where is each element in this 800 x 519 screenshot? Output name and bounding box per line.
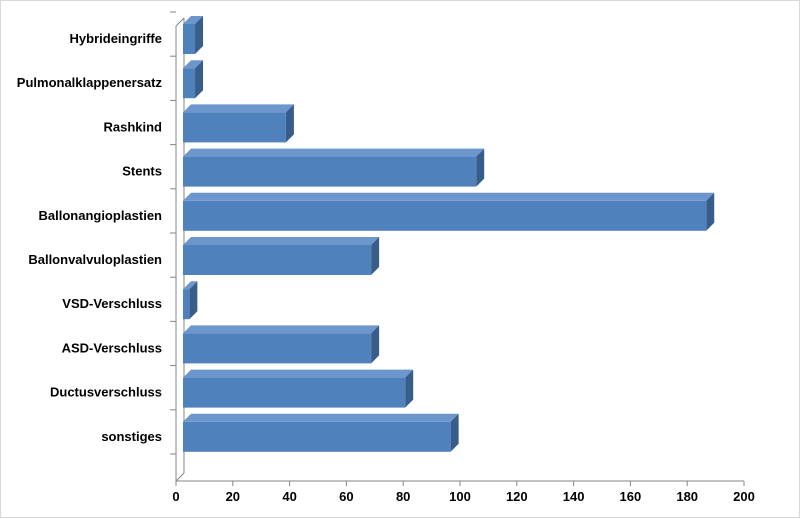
x-tick-label: 160 — [620, 489, 642, 504]
x-tick-label: 80 — [396, 489, 410, 504]
bars — [183, 16, 715, 452]
bar-front-face — [183, 200, 707, 231]
bar-top-face — [183, 192, 715, 201]
category-label: Ballonvalvuloplastien — [28, 252, 162, 267]
bar — [183, 192, 715, 231]
category-label: Rashkind — [103, 119, 162, 134]
bar-top-face — [183, 237, 380, 245]
bar-side-face — [476, 148, 485, 187]
bar-front-face — [183, 289, 190, 320]
x-tick-label: 40 — [282, 489, 296, 504]
x-tick-label: 20 — [226, 489, 240, 504]
category-label: Hybrideingriffe — [70, 31, 162, 46]
bar — [183, 325, 380, 364]
bar-front-face — [183, 377, 406, 408]
bar-side-face — [195, 60, 204, 99]
category-label: ASD-Verschluss — [62, 340, 162, 355]
category-label: Stents — [122, 164, 162, 179]
bar — [183, 237, 380, 275]
bar-front-face — [183, 156, 477, 187]
bar-front-face — [183, 333, 372, 364]
bar-front-face — [183, 112, 286, 143]
x-tick-label: 180 — [676, 489, 698, 504]
bar-top-face — [183, 148, 485, 157]
bar — [183, 369, 414, 408]
bar-side-face — [189, 281, 198, 320]
bar-side-face — [285, 104, 294, 143]
bar-side-face — [405, 369, 414, 408]
bar-top-face — [183, 369, 414, 378]
category-label: sonstiges — [101, 429, 162, 444]
bar-top-face — [183, 60, 204, 69]
bar-side-face — [706, 192, 715, 231]
bar — [183, 281, 198, 320]
bar-front-face — [183, 245, 372, 275]
x-tick-labels: 0 20 40 60 80 100 120 140 160 180 200 — [172, 489, 754, 504]
x-tick-label: 120 — [506, 489, 528, 504]
bar — [183, 16, 204, 54]
bar-top-face — [183, 281, 198, 290]
x-tick-label: 100 — [449, 489, 471, 504]
bar-side-face — [371, 237, 380, 275]
bar-top-face — [183, 325, 380, 334]
category-label: Pulmonalklappenersatz — [17, 75, 163, 90]
bar — [183, 148, 485, 187]
bar — [183, 60, 204, 99]
x-tick-label: 0 — [172, 489, 179, 504]
bar-side-face — [450, 413, 459, 452]
bar — [183, 413, 459, 452]
x-tick-label: 200 — [733, 489, 755, 504]
floor-corner-line — [175, 472, 185, 482]
category-labels: Hybrideingriffe Pulmonalklappenersatz Rash… — [17, 31, 163, 444]
bar-side-face — [195, 16, 204, 54]
x-tick-label: 60 — [339, 489, 353, 504]
bar-top-face — [183, 413, 459, 422]
bar-top-face — [183, 16, 204, 24]
bar-top-face — [183, 104, 294, 113]
bar — [183, 104, 294, 143]
category-label: Ductusverschluss — [50, 385, 162, 400]
wall-top-edge — [175, 17, 185, 27]
category-label: VSD-Verschluss — [62, 296, 162, 311]
category-label: Ballonangioplastien — [38, 208, 162, 223]
bar-side-face — [371, 325, 380, 364]
bar-front-face — [183, 24, 196, 54]
x-tick-label: 140 — [563, 489, 585, 504]
bar-front-face — [183, 421, 451, 452]
bar-front-face — [183, 68, 196, 99]
